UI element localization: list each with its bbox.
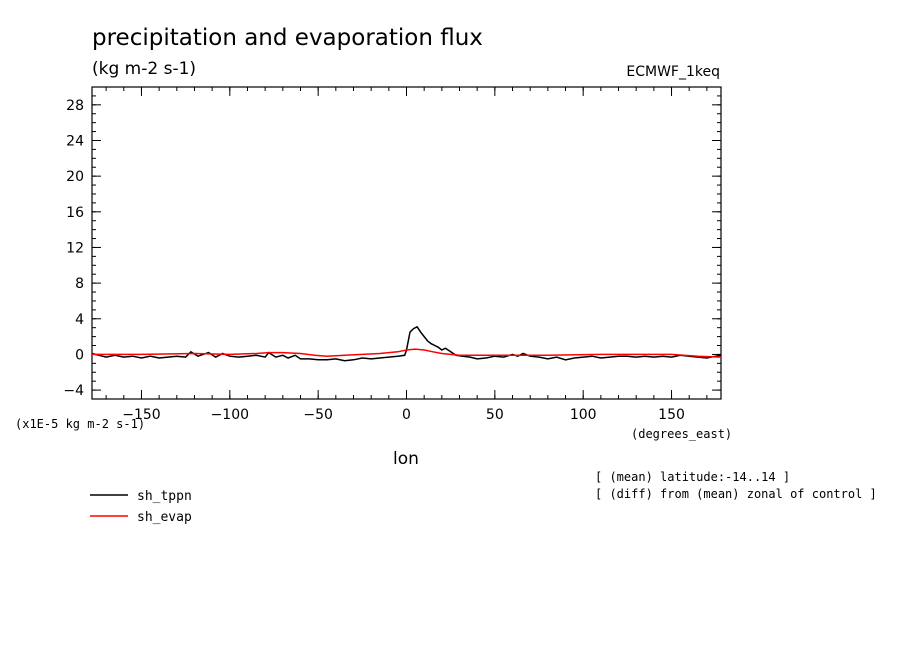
series-line-sh-tppn <box>91 325 722 362</box>
y-tick-label: 12 <box>66 240 84 256</box>
x-units-label: (degrees_east) <box>631 427 732 441</box>
legend-label-sh-evap: sh_evap <box>137 510 192 525</box>
y-tick-label: −4 <box>63 383 84 399</box>
chart-subtitle: (kg m-2 s-1) <box>92 59 196 79</box>
note-latitude: [ (mean) latitude:-14..14 ] <box>595 470 790 484</box>
x-tick-label: 0 <box>402 407 411 423</box>
series-line-sh-evap <box>92 348 722 358</box>
y-tick-label: 0 <box>75 347 84 363</box>
x-tick-labels: −150 −100 −50 0 50 100 150 <box>122 407 685 423</box>
note-diff: [ (diff) from (mean) zonal of control ] <box>595 487 877 501</box>
dataset-label: ECMWF_1keq <box>626 64 720 80</box>
y-tick-label: 28 <box>66 98 84 114</box>
y-tick-labels: −4 0 4 8 12 16 20 24 28 <box>63 98 84 399</box>
x-tick-label: 150 <box>658 407 685 423</box>
x-tick-label: −100 <box>211 407 249 423</box>
axis-ticks <box>92 86 721 400</box>
chart-title: precipitation and evaporation flux <box>92 25 483 51</box>
x-tick-label: −50 <box>303 407 333 423</box>
x-tick-label: −150 <box>122 407 160 423</box>
x-axis-label: lon <box>393 449 419 469</box>
y-tick-label: 20 <box>66 169 84 185</box>
y-tick-label: 8 <box>75 276 84 292</box>
x-tick-label: 50 <box>486 407 504 423</box>
x-tick-label: 100 <box>570 407 597 423</box>
y-scale-note: (x1E-5 kg m-2 s-1) <box>15 417 145 431</box>
y-tick-label: 16 <box>66 205 84 221</box>
legend-label-sh-tppn: sh_tppn <box>137 489 192 504</box>
y-tick-label: 4 <box>75 312 84 328</box>
y-tick-label: 24 <box>66 133 84 149</box>
series-lines <box>91 325 722 362</box>
